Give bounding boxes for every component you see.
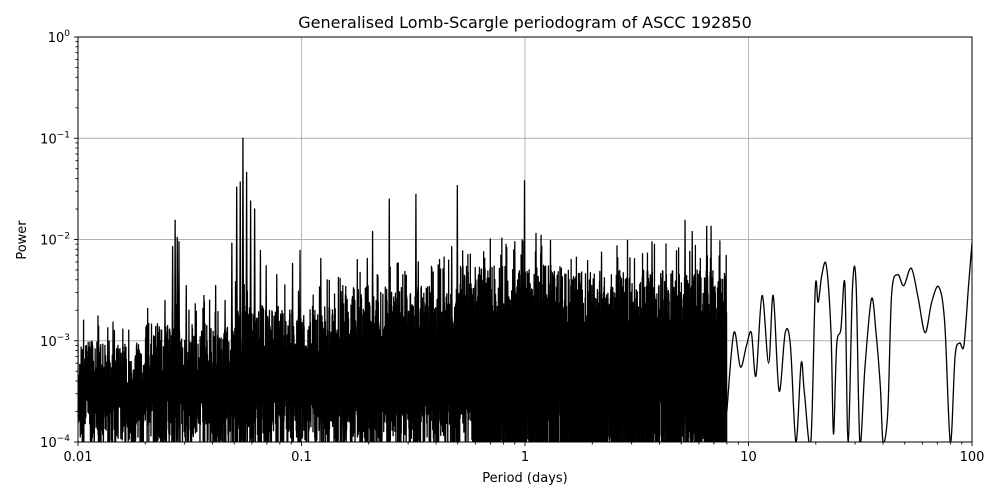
periodogram-peaks-series bbox=[163, 137, 713, 442]
x-tick-label: 1 bbox=[521, 450, 529, 465]
y-tick-label: 100 bbox=[48, 29, 71, 46]
y-axis-label: Power bbox=[15, 220, 30, 260]
y-axis: 10−4 10−3 10−2 10−1 100 bbox=[40, 29, 78, 451]
x-axis: 0.01 0.1 1 10 100 bbox=[64, 442, 985, 465]
x-tick-label: 0.01 bbox=[64, 450, 93, 465]
chart-title: Generalised Lomb-Scargle periodogram of … bbox=[298, 13, 752, 32]
x-tick-label: 10 bbox=[740, 450, 757, 465]
y-tick-label: 10−4 bbox=[40, 434, 70, 451]
periodogram-long-period-series bbox=[726, 243, 972, 442]
y-tick-label: 10−2 bbox=[40, 232, 70, 249]
plot-area bbox=[78, 137, 972, 442]
y-tick-label: 10−1 bbox=[40, 130, 70, 147]
y-tick-label: 10−3 bbox=[40, 333, 70, 350]
x-tick-label: 0.1 bbox=[291, 450, 312, 465]
x-tick-label: 100 bbox=[960, 450, 985, 465]
x-axis-label: Period (days) bbox=[482, 471, 568, 486]
